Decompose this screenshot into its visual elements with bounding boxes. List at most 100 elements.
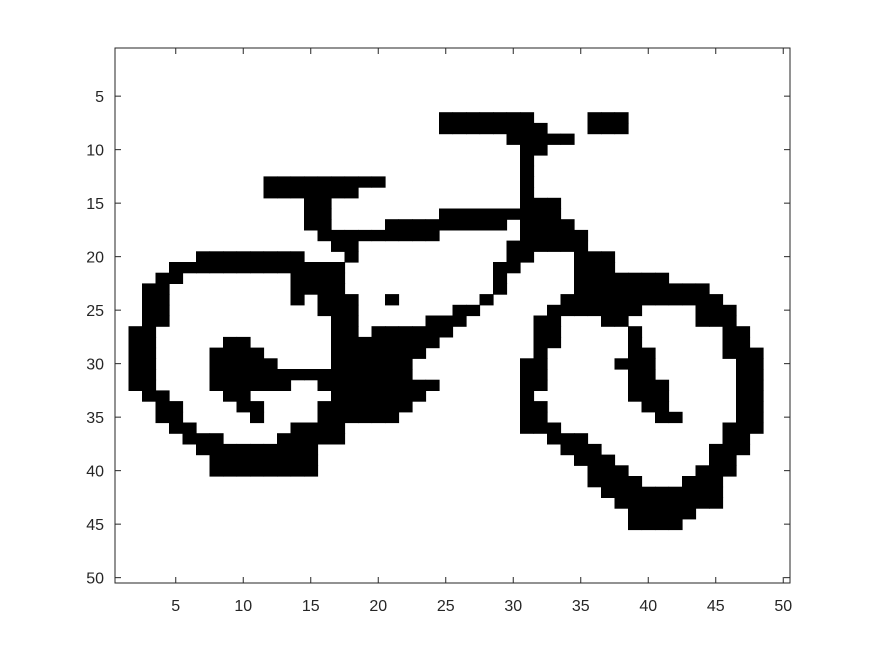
pixel-cell	[290, 176, 305, 188]
pixel-cell	[574, 251, 589, 263]
pixel-cell	[223, 336, 238, 349]
pixel-cell	[439, 219, 454, 231]
pixel-cell	[385, 369, 400, 381]
pixel-cell	[614, 122, 629, 135]
pixel-cell	[493, 272, 508, 284]
pixel-cell	[344, 229, 359, 242]
pixel-cell	[331, 401, 346, 413]
pixel-cell	[358, 347, 373, 359]
x-tick-label: 45	[707, 598, 725, 615]
pixel-cell	[277, 465, 292, 477]
pixel-cell	[385, 347, 400, 359]
pixel-cell	[641, 390, 656, 402]
pixel-cell	[398, 219, 413, 231]
pixel-cell	[587, 251, 602, 263]
pixel-cell	[385, 379, 400, 391]
pixel-cell	[601, 304, 616, 317]
pixel-cell	[601, 476, 616, 488]
pixel-cell	[547, 326, 562, 338]
pixel-cell	[155, 390, 170, 402]
pixel-cell	[736, 390, 751, 402]
pixel-cell	[371, 401, 386, 413]
pixel-cell	[466, 219, 481, 231]
pixel-cell	[250, 262, 265, 274]
pixel-cell	[439, 315, 454, 327]
pixel-cell	[317, 176, 332, 188]
pixel-cell	[749, 390, 764, 402]
pixel-cell	[331, 240, 346, 252]
pixel-cell	[412, 326, 427, 338]
pixel-cell	[668, 508, 683, 520]
pixel-cell	[290, 369, 305, 381]
pixel-cell	[331, 283, 346, 295]
pixel-cell	[452, 112, 467, 124]
pixel-cell	[614, 497, 629, 509]
pixel-cell	[331, 262, 346, 274]
pixel-cell	[344, 401, 359, 413]
x-tick-label: 50	[774, 598, 792, 615]
pixel-cell	[223, 262, 238, 274]
pixel-cell	[385, 336, 400, 349]
pixel-cell	[628, 336, 643, 349]
pixel-cell	[574, 443, 589, 456]
pixel-cell	[263, 358, 278, 370]
pixel-cell	[331, 294, 346, 306]
axes-box	[114, 47, 791, 584]
pixel-cell	[452, 304, 467, 317]
pixel-cell	[358, 390, 373, 402]
pixel-cell	[182, 433, 197, 445]
pixel-cell	[547, 433, 562, 445]
pixel-cell	[371, 229, 386, 242]
pixel-cell	[628, 326, 643, 338]
pixel-cell	[277, 262, 292, 274]
pixel-cell	[317, 283, 332, 295]
pixel-cell	[709, 486, 724, 498]
pixel-cell	[209, 433, 224, 445]
pixel-cell	[223, 454, 238, 466]
pixel-cell	[614, 283, 629, 295]
pixel-cell	[344, 379, 359, 391]
pixel-cell	[709, 454, 724, 466]
pixel-cell	[290, 251, 305, 263]
pixel-cell	[709, 465, 724, 477]
pixel-cell	[317, 433, 332, 445]
pixel-cell	[601, 294, 616, 306]
pixel-cell	[358, 229, 373, 242]
pixel-cell	[317, 401, 332, 413]
pixel-cell	[547, 315, 562, 327]
pixel-cell	[304, 176, 319, 188]
pixel-cell	[331, 358, 346, 370]
pixel-cell	[587, 465, 602, 477]
pixel-cell	[385, 411, 400, 424]
pixel-cell	[250, 347, 265, 359]
y-tick-label: 35	[86, 410, 104, 427]
pixel-cell	[479, 112, 494, 124]
pixel-cell	[560, 294, 575, 306]
pixel-cell	[520, 379, 535, 391]
pixel-cell	[493, 122, 508, 135]
pixel-cell	[749, 379, 764, 391]
pixel-cell	[736, 411, 751, 424]
pixel-cell	[587, 272, 602, 284]
pixel-cell	[749, 369, 764, 381]
pixel-cell	[371, 336, 386, 349]
pixel-cell	[466, 112, 481, 124]
pixel-cell	[560, 240, 575, 252]
pixel-cell	[560, 304, 575, 317]
pixel-cell	[574, 272, 589, 284]
pixel-cell	[479, 122, 494, 135]
pixel-cell	[290, 433, 305, 445]
pixel-cell	[493, 208, 508, 220]
pixel-cell	[574, 433, 589, 445]
pixel-cell	[331, 304, 346, 317]
pixel-cell	[250, 251, 265, 263]
pixel-cell	[722, 433, 737, 445]
pixel-cell	[547, 133, 562, 145]
pixel-cell	[533, 315, 548, 327]
pixel-cell	[344, 411, 359, 424]
pixel-cell	[628, 358, 643, 370]
pixel-cell	[250, 454, 265, 466]
pixel-cell	[655, 379, 670, 391]
pixel-cell	[223, 251, 238, 263]
